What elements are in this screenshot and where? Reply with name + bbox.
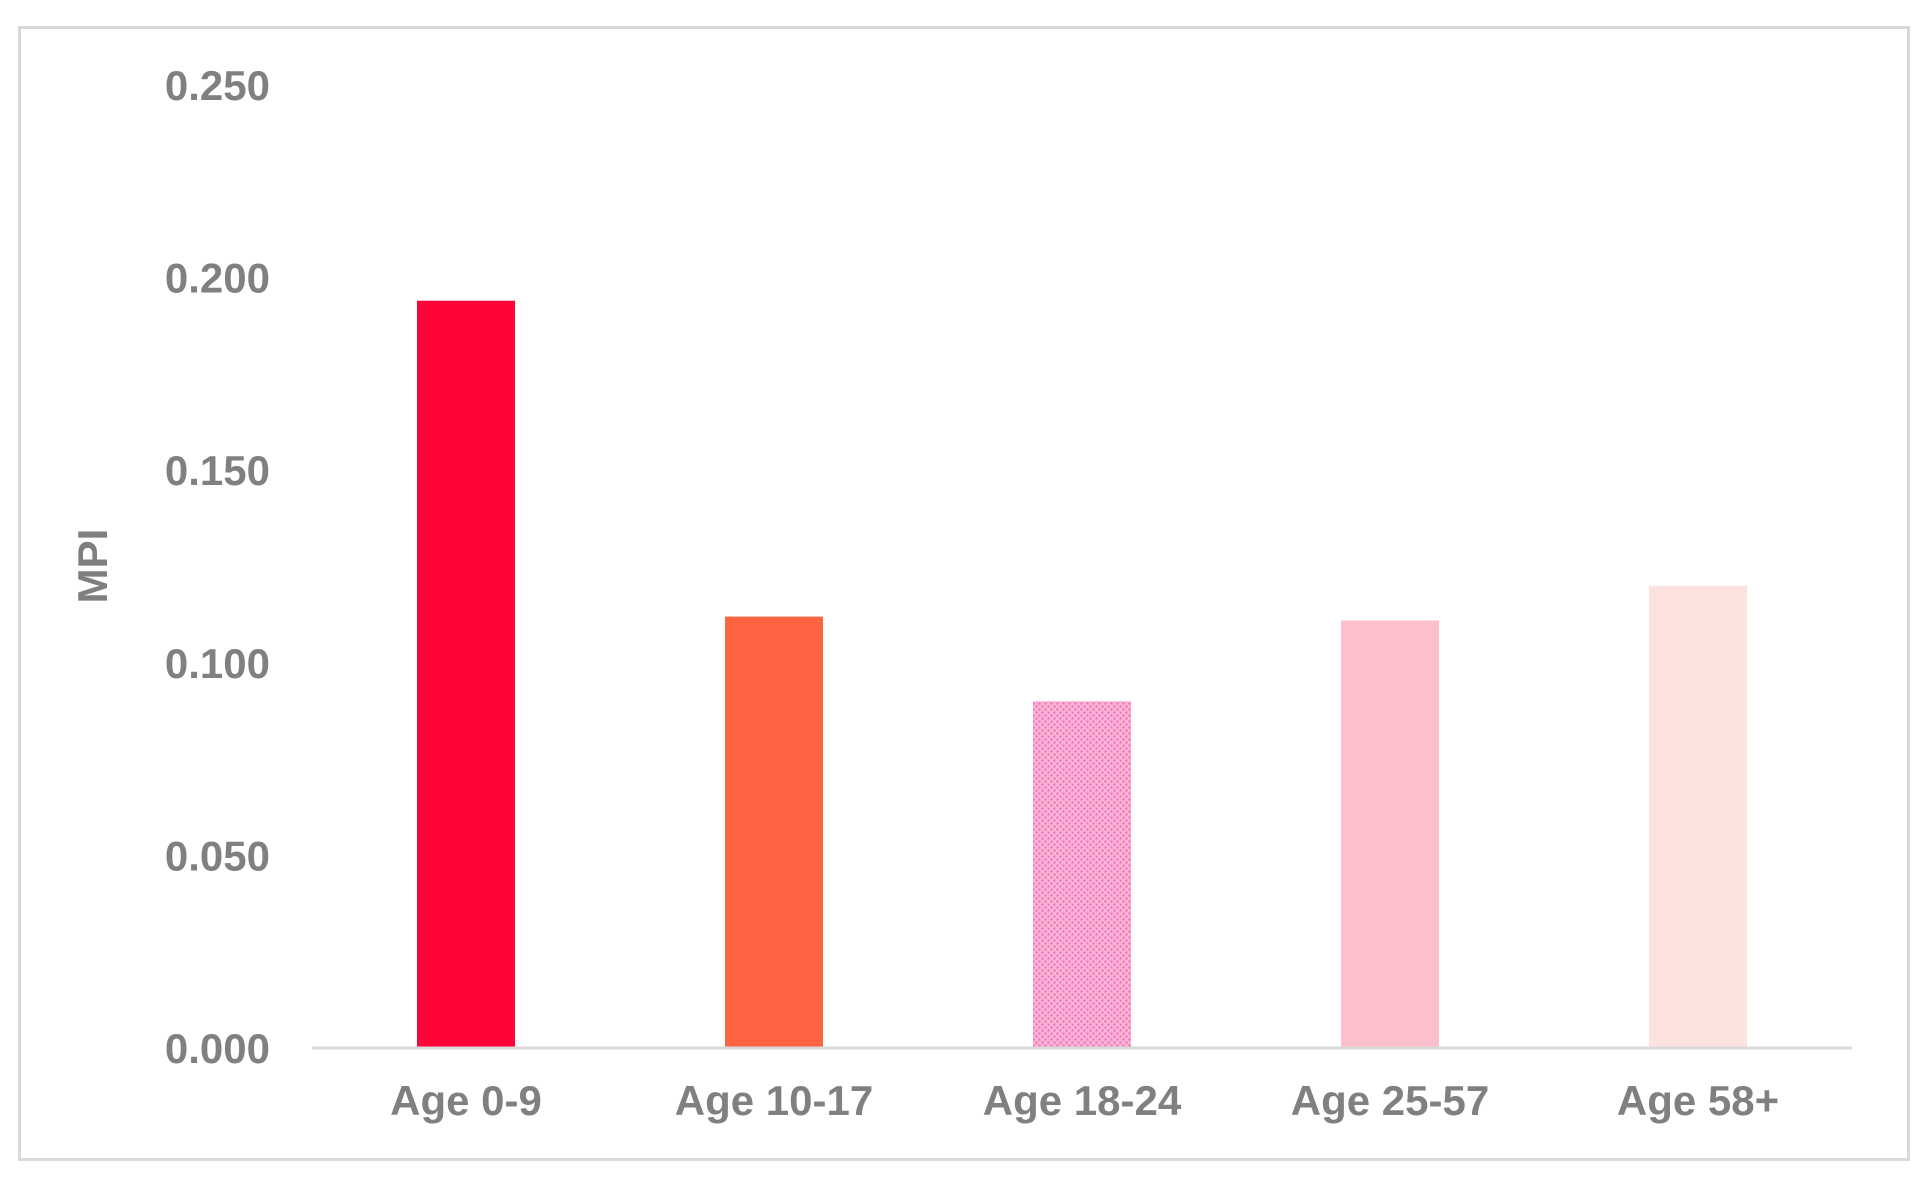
bar-age-58- (1649, 585, 1747, 1048)
x-axis-ticks: Age 0-9 Age 10-17 Age 18-24 Age 25-57 Age 58… (390, 1077, 1779, 1124)
x-tick-label: Age 18-24 (983, 1077, 1182, 1124)
x-tick-label: Age 0-9 (390, 1077, 542, 1124)
y-tick-label: 0.150 (165, 447, 270, 494)
x-tick-label: Age 58+ (1617, 1077, 1779, 1124)
chart-frame (18, 26, 1910, 1161)
y-tick-label: 0.200 (165, 255, 270, 302)
bar-age-18-24 (1033, 701, 1131, 1048)
bars (417, 300, 1747, 1048)
x-tick-label: Age 25-57 (1291, 1077, 1489, 1124)
y-axis-ticks: 0.000 0.050 0.100 0.150 0.200 0.250 (165, 62, 270, 1072)
bar-age-0-9 (417, 300, 515, 1048)
bar-age-25-57 (1341, 620, 1439, 1048)
y-tick-label: 0.250 (165, 62, 270, 109)
x-tick-label: Age 10-17 (675, 1077, 873, 1124)
y-tick-label: 0.000 (165, 1025, 270, 1072)
y-tick-label: 0.050 (165, 832, 270, 879)
bar-age-10-17 (725, 616, 823, 1048)
y-tick-label: 0.100 (165, 640, 270, 687)
y-axis-title: MPI (69, 529, 116, 604)
